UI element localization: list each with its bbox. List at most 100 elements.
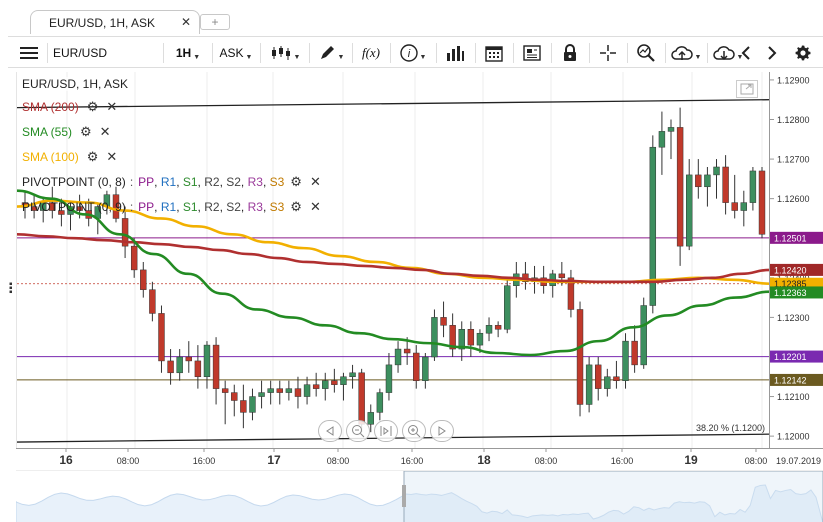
zoom-in-icon <box>408 425 421 438</box>
zoom-out-button[interactable] <box>346 420 370 442</box>
candle-body <box>276 388 283 393</box>
gear-icon[interactable]: ⚙ <box>86 149 99 164</box>
calendar-icon <box>485 46 503 62</box>
indicators-button[interactable]: f(x) <box>356 40 386 66</box>
candle <box>158 305 165 373</box>
chart-type-button[interactable]: ▼ <box>265 40 305 66</box>
time-tick-label: 16:00 <box>401 456 424 466</box>
candle-body <box>622 340 629 381</box>
chevron-left-icon <box>741 46 750 60</box>
candle-body <box>649 146 657 306</box>
news-icon <box>523 45 541 61</box>
close-icon[interactable]: ✕ <box>309 199 321 214</box>
lock-button[interactable] <box>555 40 585 66</box>
period-select[interactable]: 1H ▼ <box>168 40 208 66</box>
side-select[interactable]: ASK ▼ <box>216 40 256 66</box>
candle <box>467 321 475 357</box>
candle-body <box>149 289 156 314</box>
price-badge-label: 1.12363 <box>774 288 807 298</box>
candle-body <box>185 356 192 362</box>
legend-sma-200: SMA (200) ⚙ ✕ <box>22 98 125 116</box>
candle <box>413 345 420 389</box>
crosshair-button[interactable] <box>593 40 623 66</box>
chart-plot-area[interactable]: 38.20 % (1.1200) <box>16 72 771 448</box>
chart-tab[interactable]: EUR/USD, 1H, ASK ✕ <box>30 10 200 34</box>
sma-55-label: SMA (55) <box>22 125 73 139</box>
pivot-pp-label: PP <box>138 175 155 189</box>
navigator-handle <box>402 485 406 507</box>
toolbar-divider <box>47 43 48 63</box>
drag-handle-icon[interactable]: ▪ ▪ ▪ <box>9 279 13 298</box>
candle-body <box>285 388 293 393</box>
pan-left-button[interactable] <box>318 420 342 442</box>
tab-close-icon[interactable]: ✕ <box>180 15 191 29</box>
price-tick-label: 1.12100 <box>777 392 810 402</box>
close-icon[interactable]: ✕ <box>106 149 118 164</box>
pivot-s1-label: S1 <box>182 175 198 189</box>
scroll-left-button[interactable] <box>734 40 758 66</box>
draw-tool-button[interactable]: ▼ <box>313 40 349 66</box>
expand-icon[interactable] <box>736 80 758 98</box>
price-badge-label: 1.12385 <box>774 279 807 289</box>
gear-icon[interactable]: ⚙ <box>290 174 302 189</box>
close-icon[interactable]: ✕ <box>106 99 118 114</box>
candle-body <box>303 384 311 397</box>
gear-icon[interactable]: ⚙ <box>80 124 92 139</box>
candle <box>203 341 211 389</box>
candle-body <box>140 269 147 290</box>
price-badge-bg <box>770 263 823 276</box>
lock-icon <box>564 44 576 61</box>
chart-navigation-controls <box>318 420 454 442</box>
scroll-right-button[interactable] <box>760 40 784 66</box>
gear-icon[interactable]: ⚙ <box>86 99 99 114</box>
candle-body <box>176 356 183 374</box>
navigator-pane[interactable] <box>15 470 823 522</box>
settings-button[interactable] <box>790 40 816 66</box>
candle <box>212 337 220 405</box>
pan-right-button[interactable] <box>430 420 454 442</box>
pivot-s1-label: S1 <box>182 200 198 214</box>
close-icon[interactable]: ✕ <box>309 174 321 189</box>
volume-button[interactable] <box>440 40 470 66</box>
dropdown-caret-icon: ▼ <box>736 53 744 61</box>
zoom-button[interactable] <box>631 40 661 66</box>
price-tick-label: 1.12700 <box>777 155 810 165</box>
time-tick-label: 08:00 <box>117 456 140 466</box>
time-axis[interactable]: 16 08:00 16:00 17 08:00 16:00 18 08:00 16:00 19 08… <box>16 448 823 470</box>
close-icon[interactable]: ✕ <box>99 124 111 139</box>
reset-zoom-button[interactable] <box>374 420 398 442</box>
side-label: ASK <box>219 46 244 60</box>
candle-body <box>203 344 211 378</box>
candle-body <box>722 166 729 203</box>
toolbar-divider <box>212 43 213 63</box>
candle <box>322 372 329 401</box>
cloud-download-icon <box>712 46 735 61</box>
add-tab-button[interactable]: + <box>200 14 230 30</box>
menu-icon[interactable] <box>14 40 44 66</box>
download-button[interactable]: ▼ <box>711 40 745 66</box>
price-badge: 1.12420 <box>770 263 823 276</box>
price-axis[interactable]: 1.129001.128001.127001.126001.125001.124… <box>769 72 823 448</box>
triangle-left-icon <box>326 426 334 436</box>
candle <box>722 155 729 215</box>
candle <box>403 337 411 365</box>
news-button[interactable] <box>517 40 547 66</box>
candle <box>112 186 120 223</box>
zoom-in-button[interactable] <box>402 420 426 442</box>
upload-button[interactable]: ▼ <box>669 40 703 66</box>
calendar-button[interactable] <box>479 40 509 66</box>
toolbar-divider <box>707 43 708 63</box>
symbol-input[interactable] <box>51 41 161 65</box>
price-chart[interactable]: 38.20 % (1.1200) <box>16 72 771 448</box>
candle <box>494 321 502 338</box>
candle-body <box>394 348 402 366</box>
candle <box>258 380 265 409</box>
info-button[interactable]: i ▼ <box>394 40 432 66</box>
candle <box>695 159 702 199</box>
candle <box>331 368 338 393</box>
toolbar-divider <box>665 43 666 63</box>
candle <box>740 190 748 227</box>
gear-icon[interactable]: ⚙ <box>290 199 302 214</box>
price-tick-label: 1.12600 <box>777 194 810 204</box>
candle-body <box>613 376 620 381</box>
